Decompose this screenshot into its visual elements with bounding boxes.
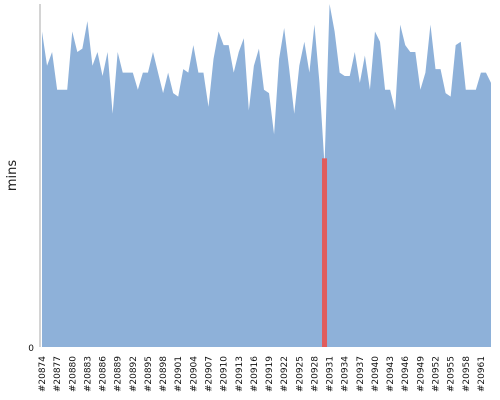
x-tick-label: #20883 <box>83 356 93 392</box>
x-tick-label: #20925 <box>295 356 305 392</box>
x-tick-label: #20937 <box>356 356 366 392</box>
x-tick-label: #20910 <box>220 356 230 392</box>
x-tick-label: #20961 <box>477 356 487 392</box>
x-tick-label: #20955 <box>447 356 457 392</box>
x-tick-label: #20874 <box>38 356 48 392</box>
x-tick-label: #20922 <box>280 356 290 392</box>
x-tick-label: #20880 <box>68 356 78 392</box>
x-tick-label: #20889 <box>114 356 124 392</box>
x-tick-label: #20907 <box>204 356 214 392</box>
x-tick-label: #20919 <box>265 356 275 392</box>
x-tick-label: #20886 <box>99 356 109 392</box>
x-tick-label: #20940 <box>371 356 381 392</box>
x-tick-label: #20895 <box>144 356 154 392</box>
x-tick-label: #20934 <box>341 356 351 392</box>
x-tick-label: #20877 <box>53 356 63 392</box>
x-tick-label: #20949 <box>416 356 426 392</box>
x-tick-label: #20892 <box>129 356 139 392</box>
x-tick-label: #20898 <box>159 356 169 392</box>
x-tick-label: #20958 <box>462 356 472 392</box>
x-tick-label: #20904 <box>189 356 199 392</box>
x-tick-label: #20913 <box>235 356 245 392</box>
x-axis-ticks: #20874 #20877 #20880 #20883 #20886 #20889 #208… <box>38 356 487 392</box>
x-tick-label: #20916 <box>250 356 260 392</box>
y-axis-label: mins <box>5 160 20 192</box>
x-tick-label: #20952 <box>432 356 442 392</box>
highlight-bar <box>322 158 328 347</box>
y-tick-label: 0 <box>28 344 34 354</box>
x-tick-label: #20901 <box>174 356 184 392</box>
x-tick-label: #20928 <box>310 356 320 392</box>
plot-area <box>42 4 491 347</box>
x-tick-label: #20946 <box>401 356 411 392</box>
x-tick-label: #20943 <box>386 356 396 392</box>
x-tick-label: #20931 <box>326 356 336 392</box>
series-area <box>42 4 491 347</box>
